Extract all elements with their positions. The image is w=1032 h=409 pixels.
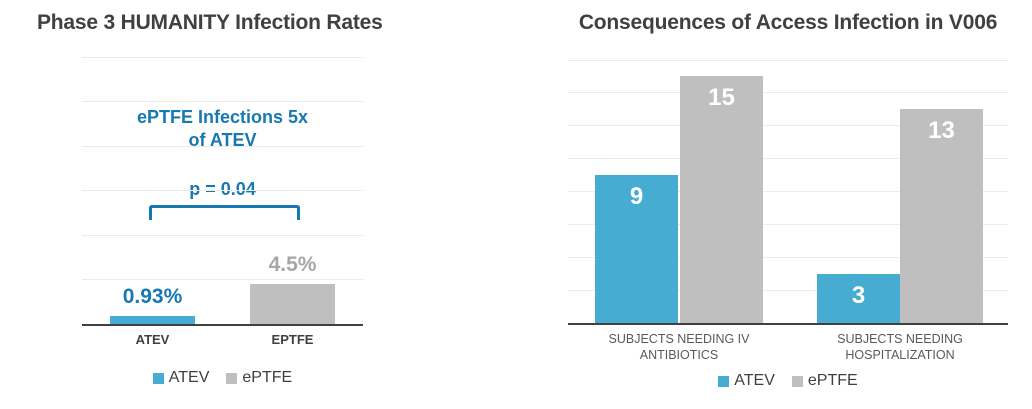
bar-value-label: 15 [708, 84, 735, 112]
bar-value-label: 13 [928, 117, 955, 145]
right-legend: ATEV ePTFE [568, 372, 1008, 390]
value-label-atev: 0.93% [122, 284, 183, 308]
left-legend: ATEV ePTFE [82, 369, 363, 387]
category-label: EPTFE [271, 332, 314, 347]
gridline [568, 289, 1008, 291]
bar-value-label: 3 [851, 281, 866, 309]
right-plot-area: 9 15 SUBJECTS NEEDING IV ANTIBIOTICS 3 13 SUBJ… [568, 59, 1008, 362]
right-chart-title: Consequences of Access Infection in V006 [578, 11, 998, 34]
legend-label: ATEV [734, 372, 775, 389]
gridline [82, 145, 363, 147]
gridline [568, 158, 1008, 160]
gridline [82, 279, 363, 280]
value-label-eptfe: 4.5% [268, 252, 317, 276]
gridline [568, 125, 1008, 127]
gridline [82, 56, 363, 58]
bar-atev-group2 [817, 273, 900, 323]
legend-label: ePTFE [242, 369, 293, 386]
gridline [568, 256, 1008, 258]
legend-item-eptfe: ePTFE [791, 372, 858, 390]
gridline [82, 190, 363, 191]
p-value-label: p = 0.04 [189, 179, 256, 199]
category-label-line: SUBJECTS NEEDING IV [608, 332, 750, 346]
category-label: SUBJECTS NEEDING IV ANTIBIOTICS [609, 332, 750, 363]
left-chart-title: Phase 3 HUMANITY Infection Rates [37, 11, 383, 34]
bar-value-label: 9 [629, 183, 644, 211]
legend-item-eptfe: ePTFE [226, 369, 292, 387]
category-label-line: ANTIBIOTICS [639, 347, 719, 362]
legend-swatch-atev [718, 375, 730, 387]
legend-swatch-atev [152, 372, 164, 384]
gridline [568, 92, 1008, 94]
annotation-note-line1: ePTFE Infections 5x [136, 107, 309, 127]
bar-eptfe-group2 [900, 109, 983, 323]
left-plot-area: ePTFE Infections 5x of ATEV p = 0.04 0.9… [82, 56, 363, 347]
significance-bracket [149, 205, 300, 220]
category-label-line: HOSPITALIZATION [845, 347, 955, 362]
annotation-note-line2: of ATEV [188, 130, 257, 150]
category-label-line: SUBJECTS NEEDING [837, 332, 963, 346]
legend-label: ePTFE [807, 372, 858, 389]
legend-swatch-eptfe [226, 372, 238, 384]
legend-label: ATEV [168, 369, 210, 386]
category-label: ATEV [135, 332, 170, 347]
legend-item-atev: ATEV [152, 369, 210, 387]
gridline [82, 234, 363, 236]
bar-atev [110, 315, 195, 324]
legend-swatch-eptfe [791, 375, 803, 387]
gridline [568, 191, 1008, 192]
category-label: SUBJECTS NEEDING HOSPITALIZATION [837, 332, 963, 363]
bar-eptfe [250, 283, 335, 324]
gridline [568, 59, 1008, 61]
gridline [568, 223, 1008, 225]
bar-eptfe-group1 [680, 76, 763, 323]
bar-atev-group1 [595, 175, 678, 323]
annotation-note: ePTFE Infections 5x of ATEV [82, 106, 363, 152]
gridline [82, 101, 363, 102]
legend-item-atev: ATEV [718, 372, 775, 390]
